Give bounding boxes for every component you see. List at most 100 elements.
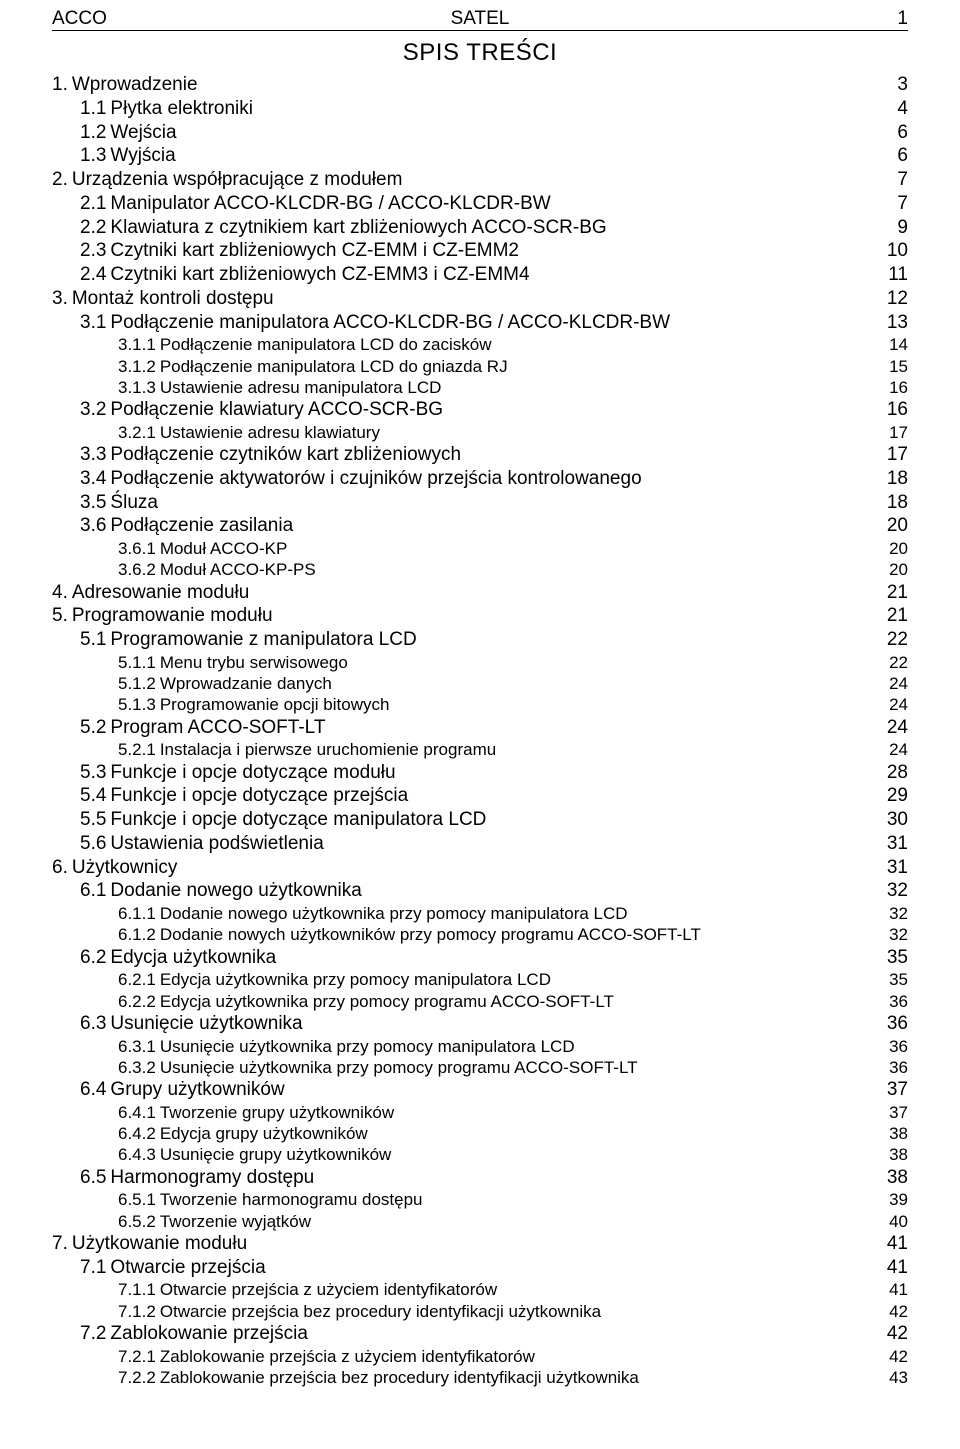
toc-entry[interactable]: 6.3.1 Usunięcie użytkownika przy pomocy … (52, 1036, 908, 1057)
toc-entry[interactable]: 3.6 Podłączenie zasilania20 (52, 514, 908, 538)
toc-entry[interactable]: 3.6.2 Moduł ACCO-KP-PS20 (52, 559, 908, 580)
toc-entry[interactable]: 7.2.2 Zablokowanie przejścia bez procedu… (52, 1367, 908, 1388)
toc-entry[interactable]: 5.2 Program ACCO-SOFT-LT24 (52, 716, 908, 740)
toc-entry-number: 1.2 (80, 121, 106, 145)
toc-entry-page: 17 (883, 443, 908, 467)
toc-entry[interactable]: 5.1 Programowanie z manipulatora LCD22 (52, 628, 908, 652)
toc-entry-number: 6.3 (80, 1012, 106, 1036)
toc-entry-label: Instalacja i pierwsze uruchomienie progr… (156, 739, 496, 760)
toc-entry-page: 41 (885, 1279, 908, 1300)
toc-entry-label: Ustawienia podświetlenia (106, 832, 323, 856)
toc-entry[interactable]: 6.2.1 Edycja użytkownika przy pomocy man… (52, 969, 908, 990)
toc-entry[interactable]: 7.1 Otwarcie przejścia41 (52, 1256, 908, 1280)
toc-entry[interactable]: 5. Programowanie modułu21 (52, 604, 908, 628)
toc-entry[interactable]: 2.2 Klawiatura z czytnikiem kart zbliżen… (52, 216, 908, 240)
toc-entry[interactable]: 2.4 Czytniki kart zbliżeniowych CZ-EMM3 … (52, 263, 908, 287)
toc-entry[interactable]: 3.5 Śluza18 (52, 491, 908, 515)
toc-entry-number: 2.2 (80, 216, 106, 240)
toc-entry[interactable]: 7.2 Zablokowanie przejścia42 (52, 1322, 908, 1346)
toc-entry-page: 36 (883, 1012, 908, 1036)
toc-entry[interactable]: 5.1.2 Wprowadzanie danych24 (52, 673, 908, 694)
toc-entry-number: 5.5 (80, 808, 106, 832)
toc-entry-number: 2.1 (80, 192, 106, 216)
toc-entry-page: 18 (883, 491, 908, 515)
toc-entry-page: 16 (885, 377, 908, 398)
toc-entry-page: 9 (893, 216, 908, 240)
toc-entry[interactable]: 6.5.2 Tworzenie wyjątków40 (52, 1211, 908, 1232)
toc-entry[interactable]: 2.3 Czytniki kart zbliżeniowych CZ-EMM i… (52, 239, 908, 263)
toc-entry[interactable]: 5.1.3 Programowanie opcji bitowych24 (52, 694, 908, 715)
toc-entry[interactable]: 1. Wprowadzenie3 (52, 73, 908, 97)
toc-entry-number: 6.2 (80, 946, 106, 970)
toc-entry[interactable]: 1.1 Płytka elektroniki4 (52, 97, 908, 121)
toc-entry-page: 30 (883, 808, 908, 832)
toc-entry[interactable]: 3.1.1 Podłączenie manipulatora LCD do za… (52, 334, 908, 355)
toc-entry-page: 24 (885, 694, 908, 715)
toc-entry[interactable]: 6.2 Edycja użytkownika35 (52, 946, 908, 970)
toc-entry[interactable]: 6.3.2 Usunięcie użytkownika przy pomocy … (52, 1057, 908, 1078)
toc-entry[interactable]: 5.4 Funkcje i opcje dotyczące przejścia2… (52, 784, 908, 808)
toc-entry[interactable]: 3.3 Podłączenie czytników kart zbliżenio… (52, 443, 908, 467)
toc-entry[interactable]: 6.5 Harmonogramy dostępu38 (52, 1166, 908, 1190)
toc-entry-page: 3 (893, 73, 908, 97)
toc-entry[interactable]: 6.2.2 Edycja użytkownika przy pomocy pro… (52, 991, 908, 1012)
toc-entry-page: 6 (893, 121, 908, 145)
toc-entry-number: 1.1 (80, 97, 106, 121)
toc-entry[interactable]: 7.2.1 Zablokowanie przejścia z użyciem i… (52, 1346, 908, 1367)
toc-entry[interactable]: 1.3 Wyjścia6 (52, 144, 908, 168)
toc-entry[interactable]: 2. Urządzenia współpracujące z modułem7 (52, 168, 908, 192)
toc-entry[interactable]: 6.5.1 Tworzenie harmonogramu dostępu39 (52, 1189, 908, 1210)
toc-entry[interactable]: 3.1.2 Podłączenie manipulatora LCD do gn… (52, 356, 908, 377)
toc-entry-number: 6.5 (80, 1166, 106, 1190)
toc-entry-label: Podłączenie klawiatury ACCO-SCR-BG (106, 398, 443, 422)
toc-entry[interactable]: 3.2.1 Ustawienie adresu klawiatury17 (52, 422, 908, 443)
toc-entry-number: 6.2.1 (118, 969, 156, 990)
toc-entry[interactable]: 5.5 Funkcje i opcje dotyczące manipulato… (52, 808, 908, 832)
toc-entry[interactable]: 6.4 Grupy użytkowników37 (52, 1078, 908, 1102)
toc-entry[interactable]: 2.1 Manipulator ACCO-KLCDR-BG / ACCO-KLC… (52, 192, 908, 216)
toc-entry[interactable]: 7.1.2 Otwarcie przejścia bez procedury i… (52, 1301, 908, 1322)
toc-entry-label: Programowanie modułu (68, 604, 273, 628)
toc-entry[interactable]: 6. Użytkownicy31 (52, 856, 908, 880)
toc-entry[interactable]: 5.2.1 Instalacja i pierwsze uruchomienie… (52, 739, 908, 760)
toc-entry[interactable]: 7. Użytkowanie modułu41 (52, 1232, 908, 1256)
toc-entry[interactable]: 6.4.2 Edycja grupy użytkowników38 (52, 1123, 908, 1144)
toc-entry-label: Urządzenia współpracujące z modułem (68, 168, 403, 192)
toc-entry[interactable]: 6.4.1 Tworzenie grupy użytkowników37 (52, 1102, 908, 1123)
toc-entry[interactable]: 5.6 Ustawienia podświetlenia31 (52, 832, 908, 856)
toc-entry[interactable]: 3.6.1 Moduł ACCO-KP20 (52, 538, 908, 559)
toc-entry[interactable]: 5.3 Funkcje i opcje dotyczące modułu28 (52, 761, 908, 785)
toc-entry[interactable]: 3.1.3 Ustawienie adresu manipulatora LCD… (52, 377, 908, 398)
toc-entry-label: Podłączenie zasilania (106, 514, 293, 538)
toc-entry-page: 40 (885, 1211, 908, 1232)
toc-entry-label: Śluza (106, 491, 158, 515)
toc-entry-number: 7.1.2 (118, 1301, 156, 1322)
toc-entry[interactable]: 4. Adresowanie modułu21 (52, 581, 908, 605)
toc-entry-label: Manipulator ACCO-KLCDR-BG / ACCO-KLCDR-B… (106, 192, 550, 216)
toc-entry-page: 11 (884, 263, 908, 287)
toc-entry-page: 35 (883, 946, 908, 970)
toc-entry[interactable]: 6.1.2 Dodanie nowych użytkowników przy p… (52, 924, 908, 945)
toc-entry[interactable]: 1.2 Wejścia6 (52, 121, 908, 145)
toc-entry-number: 2.3 (80, 239, 106, 263)
toc-entry[interactable]: 6.4.3 Usunięcie grupy użytkowników38 (52, 1144, 908, 1165)
toc-entry[interactable]: 6.1 Dodanie nowego użytkownika32 (52, 879, 908, 903)
toc-entry-label: Dodanie nowych użytkowników przy pomocy … (156, 924, 701, 945)
toc-entry-number: 1.3 (80, 144, 106, 168)
toc-entry[interactable]: 5.1.1 Menu trybu serwisowego22 (52, 652, 908, 673)
toc-entry-number: 6.4 (80, 1078, 106, 1102)
toc-entry-label: Tworzenie wyjątków (156, 1211, 311, 1232)
toc-entry[interactable]: 3.4 Podłączenie aktywatorów i czujników … (52, 467, 908, 491)
toc-entry[interactable]: 6.1.1 Dodanie nowego użytkownika przy po… (52, 903, 908, 924)
toc-entry[interactable]: 3.1 Podłączenie manipulatora ACCO-KLCDR-… (52, 311, 908, 335)
toc-entry[interactable]: 6.3 Usunięcie użytkownika36 (52, 1012, 908, 1036)
toc-entry-page: 38 (885, 1123, 908, 1144)
toc-entry-number: 7.2.2 (118, 1367, 156, 1388)
toc-entry-label: Funkcje i opcje dotyczące modułu (106, 761, 395, 785)
toc-entry[interactable]: 7.1.1 Otwarcie przejścia z użyciem ident… (52, 1279, 908, 1300)
toc-entry-label: Menu trybu serwisowego (156, 652, 348, 673)
toc-entry-page: 38 (885, 1144, 908, 1165)
toc-entry[interactable]: 3.2 Podłączenie klawiatury ACCO-SCR-BG16 (52, 398, 908, 422)
toc-entry[interactable]: 3. Montaż kontroli dostępu12 (52, 287, 908, 311)
page: ACCO SATEL 1 SPIS TREŚCI 1. Wprowadzenie… (0, 0, 960, 1449)
